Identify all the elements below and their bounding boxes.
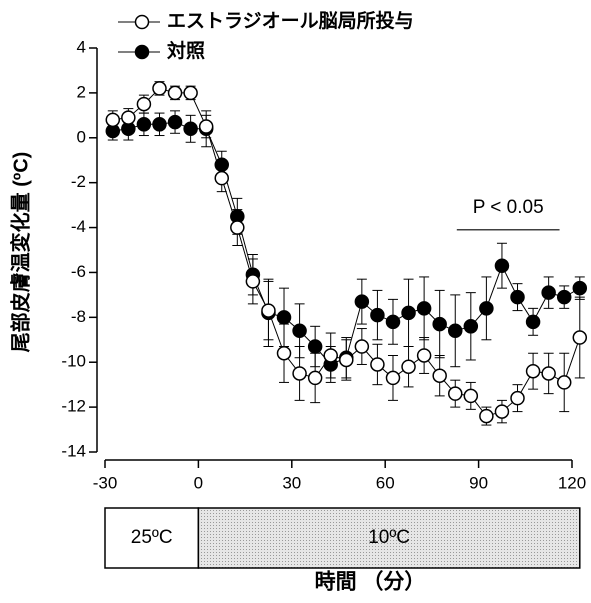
point bbox=[323, 348, 338, 363]
y-tick-label: -8 bbox=[71, 307, 86, 326]
point bbox=[416, 301, 432, 316]
x-tick-label: 60 bbox=[376, 473, 395, 492]
point bbox=[385, 370, 401, 386]
point bbox=[479, 408, 494, 424]
point bbox=[370, 357, 385, 372]
point bbox=[556, 289, 572, 305]
point bbox=[230, 220, 245, 235]
y-tick-label: -2 bbox=[71, 172, 86, 191]
y-tick-label: 2 bbox=[77, 82, 86, 101]
condition-label: 25ºC bbox=[131, 527, 173, 548]
x-axis-label: 時間 （分） bbox=[315, 570, 426, 594]
condition-box bbox=[197, 507, 581, 569]
legend-label: 対照 bbox=[166, 39, 205, 62]
point bbox=[354, 339, 370, 354]
point bbox=[385, 314, 401, 330]
point bbox=[152, 117, 167, 132]
point bbox=[307, 339, 323, 354]
point bbox=[136, 96, 152, 112]
point bbox=[183, 85, 198, 101]
y-tick-label: -14 bbox=[61, 441, 86, 460]
point bbox=[479, 301, 494, 316]
x-tick-label: 90 bbox=[469, 473, 488, 492]
point bbox=[136, 117, 152, 132]
point bbox=[448, 323, 463, 339]
point bbox=[416, 348, 432, 363]
point bbox=[448, 386, 463, 401]
point bbox=[245, 274, 261, 289]
point bbox=[541, 366, 556, 381]
point bbox=[276, 345, 292, 361]
point bbox=[152, 81, 167, 96]
x-tick-label: 120 bbox=[558, 473, 586, 492]
condition-box bbox=[104, 507, 200, 569]
y-axis-label: 尾部皮膚温変化量 (ºC) bbox=[8, 152, 32, 353]
point bbox=[541, 285, 556, 300]
point bbox=[354, 294, 370, 309]
series-line bbox=[112, 121, 581, 366]
x-tick-label: 0 bbox=[194, 473, 203, 492]
point bbox=[167, 114, 183, 130]
legend-marker bbox=[134, 44, 150, 60]
point bbox=[276, 310, 292, 325]
point bbox=[105, 112, 121, 128]
point bbox=[494, 258, 510, 273]
y-tick-label: -10 bbox=[61, 352, 86, 371]
point bbox=[121, 110, 136, 125]
point bbox=[432, 316, 447, 332]
point bbox=[370, 307, 385, 323]
point bbox=[183, 121, 198, 137]
condition-label: 10ºC bbox=[368, 527, 410, 548]
point bbox=[463, 319, 479, 334]
legend-label: エストラジオール脳局所投与 bbox=[167, 9, 414, 32]
point bbox=[401, 305, 416, 321]
point bbox=[401, 359, 416, 374]
x-tick-label: 30 bbox=[282, 473, 301, 492]
point bbox=[510, 390, 525, 406]
point bbox=[339, 352, 354, 368]
point bbox=[292, 323, 307, 339]
y-tick-label: -12 bbox=[61, 397, 86, 416]
y-tick-label: 0 bbox=[77, 127, 86, 146]
point bbox=[525, 363, 541, 379]
point bbox=[292, 366, 307, 381]
legend-marker bbox=[134, 14, 150, 30]
point bbox=[167, 85, 183, 101]
point bbox=[556, 375, 572, 390]
point bbox=[307, 370, 323, 386]
x-tick-label: -30 bbox=[93, 473, 118, 492]
point bbox=[261, 303, 276, 318]
point bbox=[198, 119, 214, 134]
y-tick-label: -6 bbox=[71, 262, 86, 281]
point bbox=[463, 388, 479, 404]
annotation-text: P < 0.05 bbox=[473, 197, 544, 218]
y-tick-label: -4 bbox=[71, 217, 86, 236]
point bbox=[572, 330, 588, 345]
point bbox=[214, 170, 229, 186]
point bbox=[432, 368, 447, 383]
point bbox=[572, 280, 588, 296]
point bbox=[494, 404, 510, 419]
point bbox=[510, 289, 525, 305]
y-tick-label: 4 bbox=[77, 37, 86, 56]
point bbox=[525, 314, 541, 330]
